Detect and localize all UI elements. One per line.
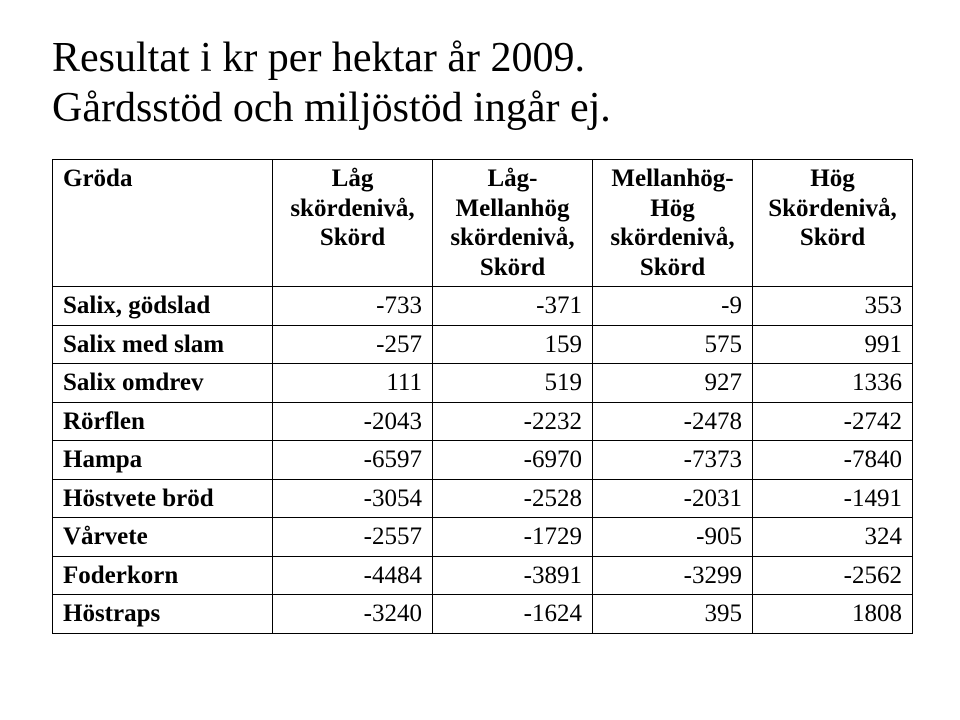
col-header-text: Mellanhög [443,194,582,224]
table-head: Gröda Låg skördenivå, Skörd Låg- Mellanh… [53,160,913,287]
value-cell: -2562 [753,556,913,595]
title-line-2: Gårdsstöd och miljöstöd ingår ej. [52,84,908,134]
table-row: Rörflen-2043-2232-2478-2742 [53,402,913,441]
col-header-crop: Gröda [53,160,273,287]
value-cell: -3240 [273,595,433,634]
table-row: Foderkorn-4484-3891-3299-2562 [53,556,913,595]
value-cell: 519 [433,364,593,403]
table-row: Salix med slam-257159575991 [53,325,913,364]
value-cell: -3891 [433,556,593,595]
crop-cell: Salix med slam [53,325,273,364]
value-cell: -2043 [273,402,433,441]
value-cell: -7373 [593,441,753,480]
title-line-1: Resultat i kr per hektar år 2009. [52,34,908,84]
col-header-text: Skörd [443,253,582,283]
table-row: Höstvete bröd-3054-2528-2031-1491 [53,479,913,518]
crop-cell: Foderkorn [53,556,273,595]
col-header-text: Låg [283,164,422,194]
value-cell: -2232 [433,402,593,441]
col-header-text: Skörd [763,223,902,253]
value-cell: 1336 [753,364,913,403]
table-body: Salix, gödslad-733-371-9353Salix med sla… [53,287,913,634]
value-cell: -2478 [593,402,753,441]
value-cell: -2742 [753,402,913,441]
col-header-text: Låg- [443,164,582,194]
col-header-text: Mellanhög- [603,164,742,194]
table-row: Salix omdrev1115199271336 [53,364,913,403]
value-cell: -257 [273,325,433,364]
title-block: Resultat i kr per hektar år 2009. Gårdss… [52,34,908,133]
value-cell: -2528 [433,479,593,518]
crop-cell: Höstraps [53,595,273,634]
table-row: Höstraps-3240-16243951808 [53,595,913,634]
value-cell: -371 [433,287,593,326]
value-cell: 353 [753,287,913,326]
value-cell: -6597 [273,441,433,480]
col-header-text: skördenivå, [603,223,742,253]
value-cell: -3299 [593,556,753,595]
value-cell: 159 [433,325,593,364]
col-header-text: Skörd [603,253,742,283]
col-header-high: Hög Skördenivå, Skörd [753,160,913,287]
col-header-text: Skörd [283,223,422,253]
value-cell: 111 [273,364,433,403]
value-cell: 1808 [753,595,913,634]
table-header-row: Gröda Låg skördenivå, Skörd Låg- Mellanh… [53,160,913,287]
value-cell: -9 [593,287,753,326]
value-cell: -4484 [273,556,433,595]
results-table: Gröda Låg skördenivå, Skörd Låg- Mellanh… [52,159,913,634]
value-cell: 395 [593,595,753,634]
col-header-text: Hög [763,164,902,194]
value-cell: -6970 [433,441,593,480]
col-header-low: Låg skördenivå, Skörd [273,160,433,287]
value-cell: 324 [753,518,913,557]
value-cell: -2557 [273,518,433,557]
value-cell: -905 [593,518,753,557]
col-header-text: Hög [603,194,742,224]
col-header-mid-high: Mellanhög- Hög skördenivå, Skörd [593,160,753,287]
value-cell: 991 [753,325,913,364]
crop-cell: Hampa [53,441,273,480]
col-header-low-mid: Låg- Mellanhög skördenivå, Skörd [433,160,593,287]
value-cell: -7840 [753,441,913,480]
table-row: Vårvete-2557-1729-905324 [53,518,913,557]
crop-cell: Rörflen [53,402,273,441]
table-row: Hampa-6597-6970-7373-7840 [53,441,913,480]
col-header-text: skördenivå, [283,194,422,224]
value-cell: -3054 [273,479,433,518]
value-cell: -733 [273,287,433,326]
value-cell: -1491 [753,479,913,518]
value-cell: 575 [593,325,753,364]
col-header-text: skördenivå, [443,223,582,253]
crop-cell: Vårvete [53,518,273,557]
slide-page: Resultat i kr per hektar år 2009. Gårdss… [0,0,960,720]
crop-cell: Höstvete bröd [53,479,273,518]
value-cell: -1729 [433,518,593,557]
col-header-text: Skördenivå, [763,194,902,224]
col-header-text: Gröda [63,164,262,194]
crop-cell: Salix, gödslad [53,287,273,326]
value-cell: -1624 [433,595,593,634]
value-cell: -2031 [593,479,753,518]
table-row: Salix, gödslad-733-371-9353 [53,287,913,326]
crop-cell: Salix omdrev [53,364,273,403]
value-cell: 927 [593,364,753,403]
